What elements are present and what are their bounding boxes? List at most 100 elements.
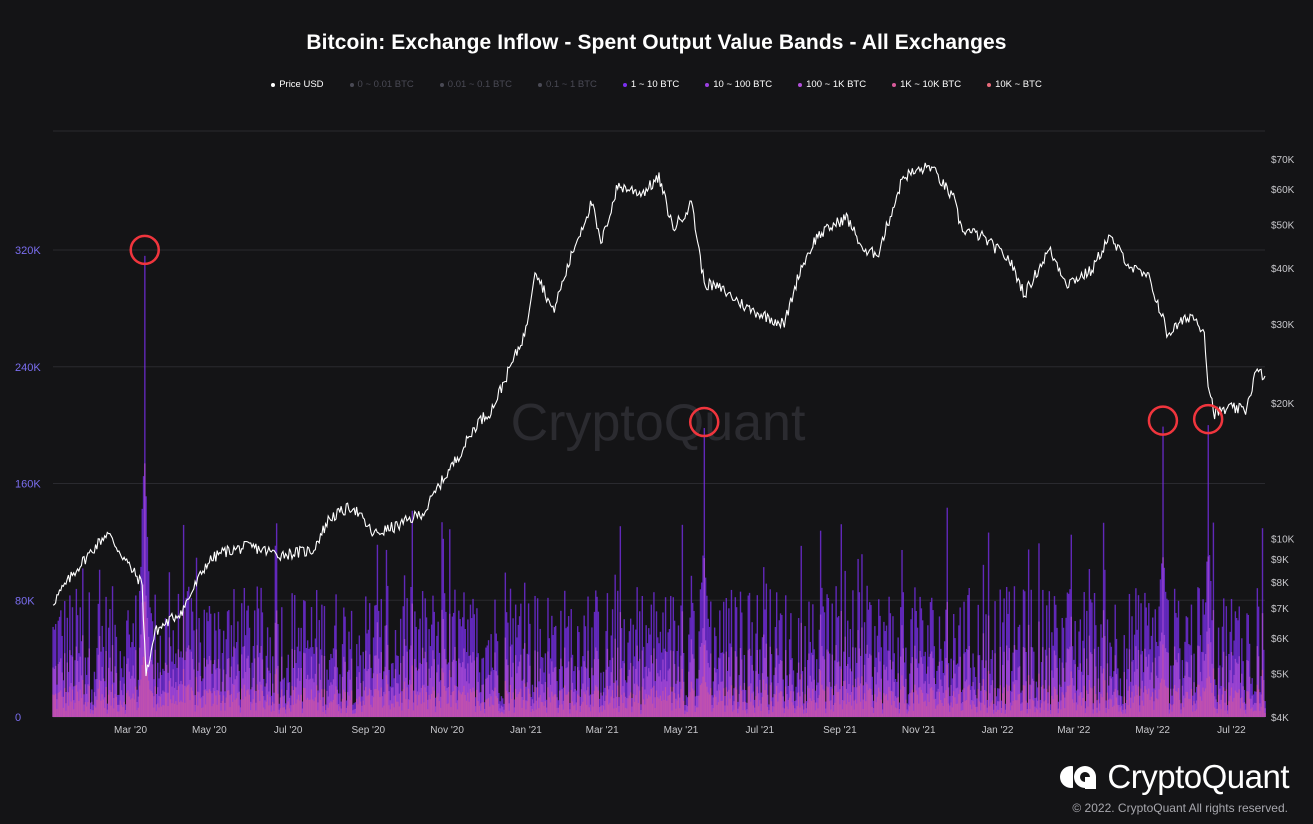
inflow-bar-mid (308, 679, 310, 717)
inflow-bar-mid (100, 681, 102, 717)
inflow-bar-mid (688, 671, 690, 717)
inflow-bar-mid (974, 694, 977, 717)
inflow-bar-mid (1004, 709, 1007, 717)
inflow-bar-low (128, 696, 131, 717)
inflow-bar-low (146, 671, 149, 717)
inflow-bar-low (105, 686, 107, 717)
legend-item[interactable]: 10K ~ BTC (987, 79, 1042, 90)
inflow-bar-low (1215, 708, 1217, 717)
inflow-bar-mid (814, 702, 817, 717)
inflow-bar-mid (123, 683, 125, 717)
inflow-bar-low (1004, 713, 1007, 717)
inflow-bar-mid (383, 691, 385, 717)
inflow-bar-low (1124, 713, 1127, 717)
legend-item[interactable]: 10 ~ 100 BTC (705, 79, 772, 90)
inflow-bar-mid (870, 655, 872, 717)
inflow-bar-mid (557, 707, 560, 717)
inflow-bar-low (366, 696, 368, 717)
legend-item[interactable]: 100 ~ 1K BTC (798, 79, 866, 90)
inflow-bar-low (381, 707, 384, 717)
inflow-bar-low (663, 699, 665, 717)
inflow-bar-low (1109, 698, 1111, 717)
inflow-bar-mid (73, 700, 75, 717)
right-tick-label: $6K (1271, 634, 1289, 645)
inflow-bar-mid (584, 667, 587, 717)
legend-item[interactable]: 1K ~ 10K BTC (892, 79, 961, 90)
inflow-bar-mid (1123, 671, 1125, 717)
inflow-bar-mid (247, 655, 249, 717)
inflow-bar-mid (562, 700, 565, 717)
legend-item[interactable]: 0.01 ~ 0.1 BTC (439, 79, 512, 90)
inflow-bar-mid (175, 682, 177, 717)
inflow-bar-mid (1002, 664, 1004, 717)
inflow-bar-low (775, 685, 778, 717)
inflow-bar-low (562, 709, 565, 717)
inflow-bar-mid (305, 679, 308, 717)
inflow-bar-low (287, 701, 289, 717)
inflow-bar-low (875, 702, 877, 717)
inflow-bars (52, 255, 1266, 717)
inflow-bar-mid (937, 688, 939, 717)
legend-item[interactable]: Price USD (271, 79, 324, 90)
inflow-bar-mid (600, 692, 602, 717)
right-tick-label: $20K (1271, 399, 1295, 410)
inflow-bar-mid (207, 664, 209, 717)
inflow-bar-mid (93, 692, 96, 717)
inflow-bar-low (1201, 700, 1203, 717)
inflow-bar-low (472, 687, 474, 717)
inflow-bar-mid (60, 658, 62, 717)
inflow-bar-low (759, 700, 761, 717)
inflow-bar-low (115, 696, 118, 717)
inflow-bar-mid (950, 684, 952, 717)
inflow-bar-low (698, 695, 700, 717)
inflow-bar-mid (972, 682, 974, 717)
legend-item[interactable]: 1 ~ 10 BTC (622, 79, 679, 90)
inflow-bar-mid (1255, 703, 1257, 717)
inflow-bar-low (1070, 671, 1072, 717)
inflow-bar-mid (237, 664, 239, 717)
inflow-bar-low (1092, 713, 1094, 717)
inflow-bar-low (332, 699, 335, 717)
inflow-bar-low (1058, 702, 1061, 717)
legend-label: 0.1 ~ 1 BTC (545, 79, 597, 90)
inflow-bar-low (429, 699, 432, 717)
inflow-bar-low (204, 704, 207, 717)
inflow-bar-mid (779, 660, 782, 717)
inflow-bar-low (1149, 700, 1151, 717)
legend-item[interactable]: 0 ~ 0.01 BTC (349, 79, 414, 90)
inflow-bar-mid (80, 675, 83, 717)
inflow-bar-low (102, 699, 105, 717)
inflow-bar-mid (623, 663, 625, 717)
inflow-bar-low (414, 690, 416, 717)
inflow-bar-mid (725, 651, 727, 717)
inflow-bar-low (88, 685, 90, 717)
inflow-bar-low (544, 701, 547, 717)
inflow-bar-mid (275, 610, 278, 717)
inflow-bar-mid (1216, 708, 1218, 717)
inflow-bar-low (987, 670, 990, 717)
inflow-bar-low (380, 687, 382, 717)
price-line (52, 162, 1266, 677)
inflow-bar-low (437, 693, 439, 717)
x-tick-label: Mar '22 (1057, 725, 1090, 736)
inflow-bar-mid (605, 669, 607, 717)
legend-item[interactable]: 0.1 ~ 1 BTC (537, 79, 597, 90)
inflow-bar-mid (92, 710, 94, 717)
inflow-bar-low (1089, 687, 1092, 717)
inflow-bar-low (1025, 700, 1027, 717)
inflow-bar-mid (985, 660, 987, 717)
inflow-bar-mid (608, 689, 610, 717)
inflow-bar-low (534, 686, 536, 717)
inflow-bar-low (699, 685, 702, 717)
inflow-bar-mid (747, 650, 749, 717)
inflow-bar-low (1223, 687, 1225, 717)
inflow-bar-low (878, 687, 880, 717)
inflow-bar-low (194, 711, 196, 717)
inflow-bar-low (691, 688, 694, 717)
inflow-bar-mid (111, 645, 114, 717)
inflow-bar-low (857, 677, 859, 717)
inflow-bar-mid (350, 658, 353, 717)
inflow-bar-low (1030, 685, 1032, 717)
inflow-bar-low (1214, 707, 1216, 717)
